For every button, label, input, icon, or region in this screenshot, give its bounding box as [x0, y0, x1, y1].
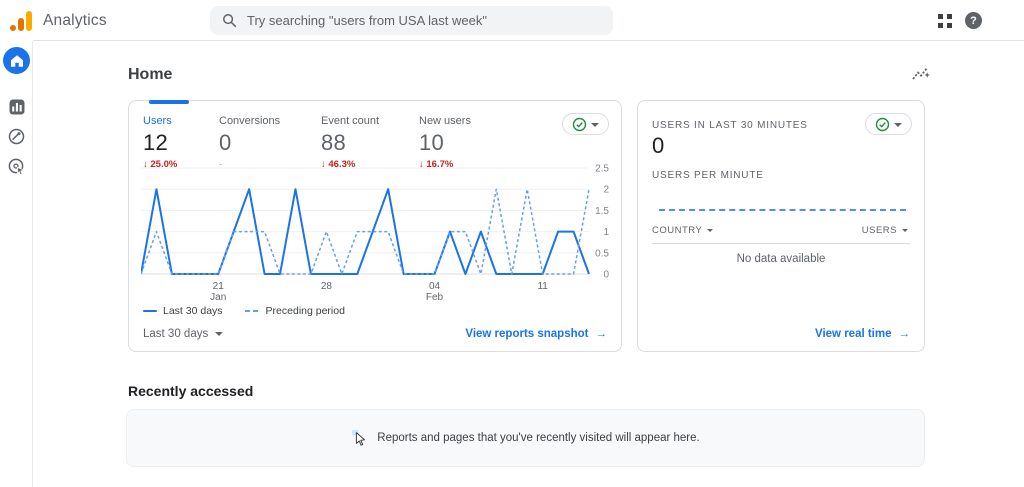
logo-bar-tall — [26, 10, 32, 31]
arrow-right-icon: → — [898, 328, 911, 340]
chevron-down-icon — [591, 122, 599, 127]
metric-label[interactable]: Event count — [321, 115, 380, 127]
insights-button[interactable] — [911, 64, 931, 84]
search-bar[interactable] — [210, 6, 613, 35]
users-per-minute-label: USERS PER MINUTE — [652, 170, 764, 181]
metric-value: 0 — [219, 130, 232, 155]
legend-item-current: Last 30 days — [143, 305, 223, 317]
svg-text:1: 1 — [603, 227, 609, 238]
insights-icon — [912, 68, 930, 80]
metric-label[interactable]: Conversions — [219, 115, 281, 127]
table-divider — [652, 243, 910, 244]
realtime-card-footer: View real time → — [652, 328, 910, 340]
sidebar-item-explore[interactable] — [8, 128, 25, 145]
metric-users[interactable]: Users 12 ↓ 25.0% — [143, 115, 177, 170]
country-column-header[interactable]: COUNTRY — [652, 225, 714, 236]
arrow-right-icon: → — [595, 328, 608, 340]
explore-icon — [8, 128, 25, 145]
view-reports-snapshot-link[interactable]: View reports snapshot → — [465, 328, 607, 340]
svg-text:2: 2 — [603, 185, 609, 196]
sidebar-item-home[interactable] — [3, 47, 30, 74]
view-real-time-link[interactable]: View real time → — [815, 328, 910, 340]
chart-legend: Last 30 days Preceding period — [143, 305, 345, 317]
metric-delta: ↓ 16.7% — [419, 159, 454, 170]
svg-text:2.5: 2.5 — [595, 164, 609, 175]
svg-text:1.5: 1.5 — [595, 206, 609, 217]
metric-value: 88 — [321, 130, 347, 155]
page-title: Home — [128, 66, 173, 83]
metric-conversions[interactable]: Conversions 0 - — [219, 115, 280, 170]
active-tab-indicator — [149, 100, 189, 104]
svg-text:Jan: Jan — [210, 292, 226, 303]
logo-bar-mid — [18, 17, 24, 31]
no-data-text: No data available — [736, 253, 826, 265]
help-icon[interactable]: ? — [965, 12, 982, 29]
column-label: COUNTRY — [652, 225, 703, 236]
svg-text:11: 11 — [537, 281, 548, 292]
recently-accessed-empty-text: Reports and pages that you've recently v… — [377, 432, 700, 444]
svg-text:0.5: 0.5 — [595, 248, 609, 259]
link-label: View real time — [815, 328, 892, 340]
realtime-title: USERS IN LAST 30 MINUTES — [652, 120, 808, 131]
realtime-card: USERS IN LAST 30 MINUTES 0 USERS PER MIN… — [637, 100, 925, 352]
users-column-header[interactable]: USERS — [862, 225, 908, 236]
metric-new-users[interactable]: New users 10 ↓ 16.7% — [419, 115, 471, 170]
chevron-down-icon — [215, 332, 224, 336]
recently-accessed-panel: Reports and pages that you've recently v… — [126, 409, 925, 467]
dashed-line-swatch — [244, 309, 260, 313]
search-input[interactable] — [247, 13, 601, 28]
bar-chart-icon — [9, 99, 25, 115]
legend-label: Last 30 days — [163, 305, 223, 317]
date-range-label: Last 30 days — [143, 328, 209, 340]
overview-card-footer: Last 30 days View reports snapshot → — [143, 328, 607, 340]
legend-item-previous: Preceding period — [244, 305, 345, 317]
link-label: View reports snapshot — [465, 328, 589, 340]
sidebar-item-reports[interactable] — [9, 99, 25, 115]
realtime-table-header: COUNTRY USERS — [652, 225, 908, 236]
grid-menu-icon[interactable] — [938, 14, 952, 28]
data-quality-button[interactable] — [562, 113, 609, 135]
overview-card: Users 12 ↓ 25.0% Conversions 0 - Event c… — [128, 100, 622, 352]
realtime-value: 0 — [652, 133, 665, 158]
topbar-divider — [33, 40, 1024, 41]
svg-text:Feb: Feb — [426, 292, 444, 303]
advertising-icon — [8, 158, 25, 175]
search-icon — [223, 14, 237, 28]
svg-text:21: 21 — [213, 281, 225, 292]
topbar: Analytics ? — [0, 0, 1024, 41]
metric-delta: - — [219, 159, 223, 170]
metric-event-count[interactable]: Event count 88 ↓ 46.3% — [321, 115, 379, 170]
solid-line-swatch — [143, 309, 157, 313]
svg-text:04: 04 — [429, 281, 441, 292]
column-label: USERS — [861, 225, 897, 236]
check-circle-icon — [875, 117, 890, 131]
logo-dot — [10, 24, 16, 31]
svg-text:0: 0 — [603, 270, 609, 281]
sidebar — [0, 41, 33, 487]
metric-delta: ↓ 46.3% — [321, 159, 356, 170]
metric-value: 12 — [143, 130, 169, 155]
recently-accessed-title: Recently accessed — [128, 383, 254, 399]
chevron-down-icon — [894, 122, 902, 127]
metric-delta: ↓ 25.0% — [143, 159, 178, 170]
brand: Analytics — [10, 0, 107, 41]
chevron-down-icon — [902, 229, 908, 232]
users-per-minute-sparkline — [659, 209, 906, 211]
home-icon — [10, 54, 23, 67]
check-circle-icon — [572, 117, 587, 131]
chevron-down-icon — [707, 229, 714, 232]
legend-label: Preceding period — [265, 305, 345, 317]
metric-label[interactable]: New users — [419, 115, 471, 127]
sidebar-item-advertising[interactable] — [8, 158, 25, 175]
metric-label[interactable]: Users — [143, 115, 172, 127]
date-range-selector[interactable]: Last 30 days — [143, 328, 224, 340]
analytics-logo-icon[interactable] — [10, 10, 32, 31]
svg-text:28: 28 — [321, 281, 333, 292]
cursor-icon — [352, 429, 366, 446]
data-quality-button[interactable] — [865, 113, 912, 135]
brand-name: Analytics — [43, 11, 107, 29]
metric-value: 10 — [419, 130, 445, 155]
